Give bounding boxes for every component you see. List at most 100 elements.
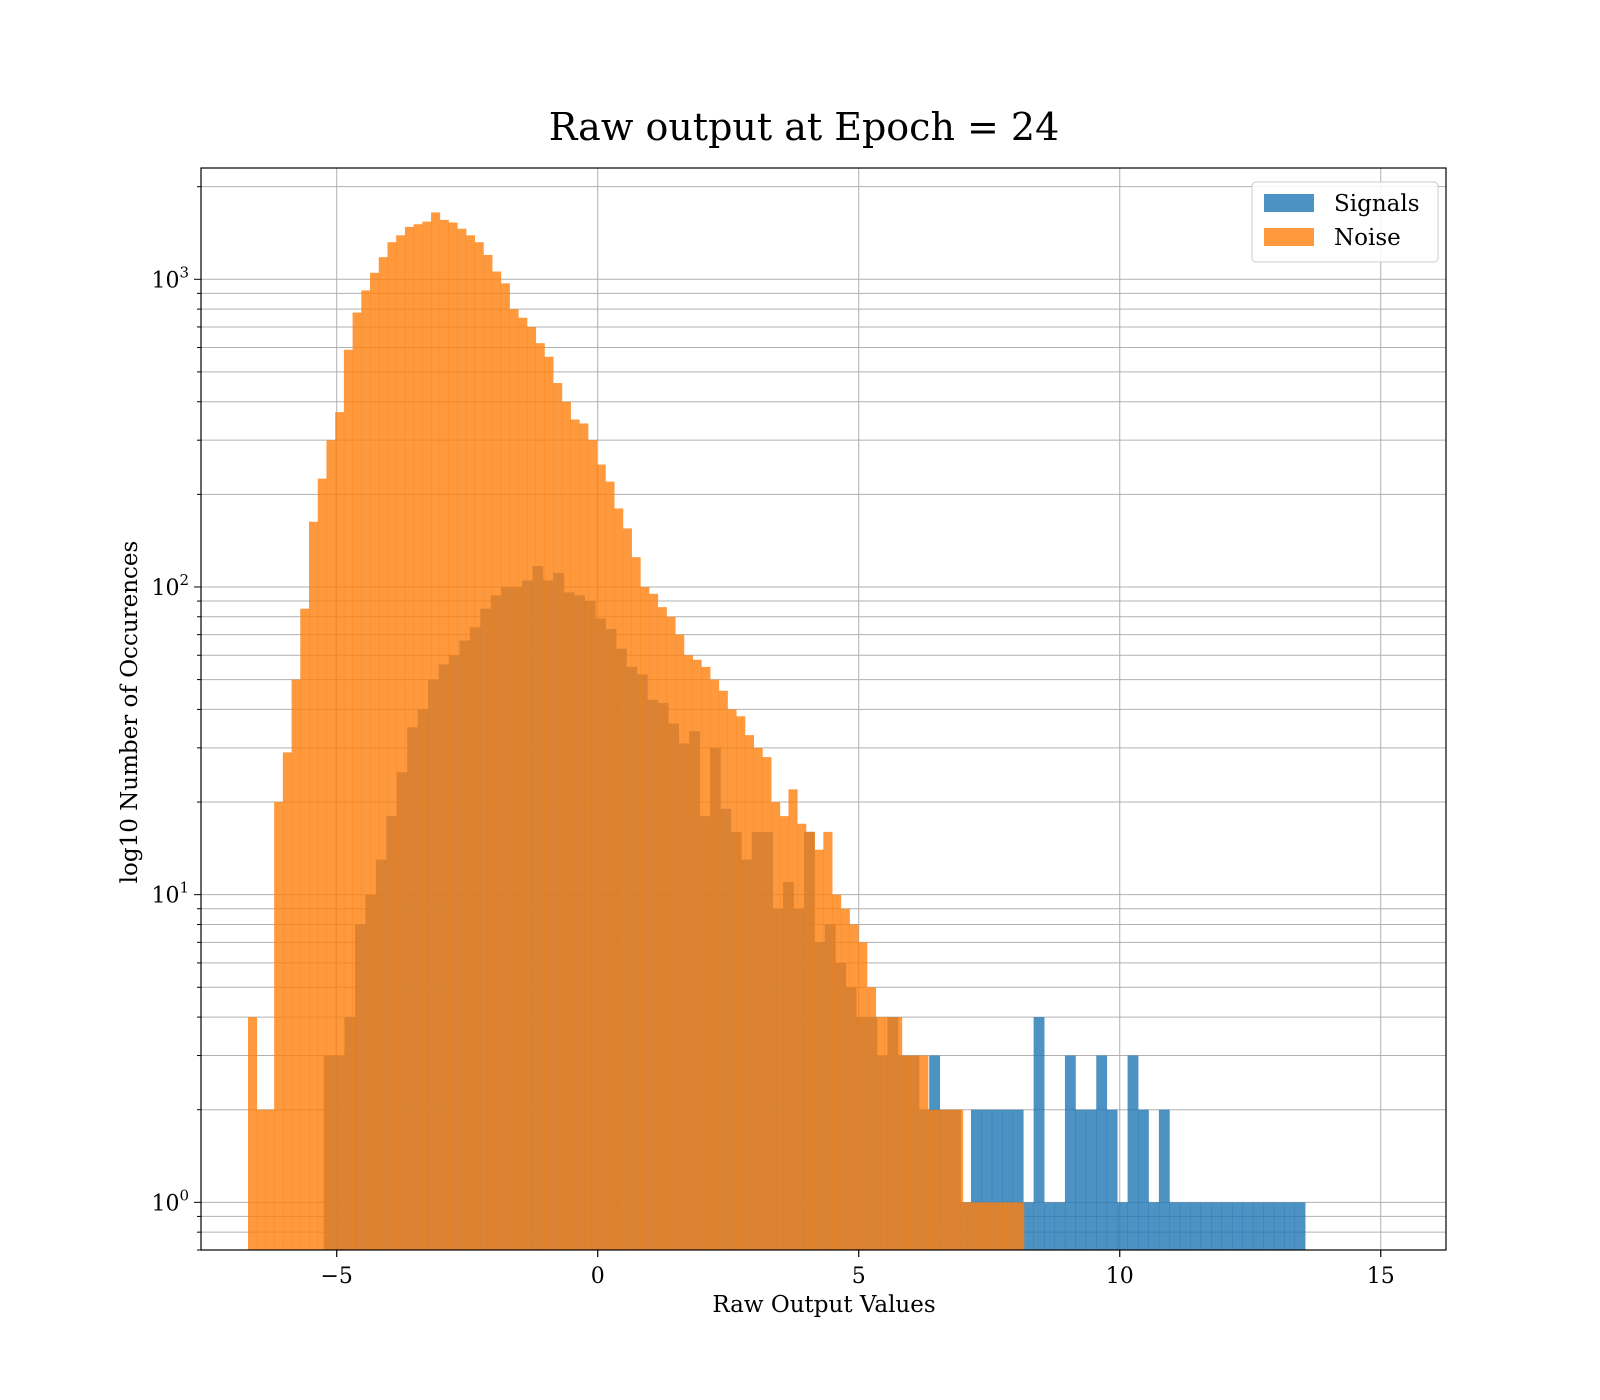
bar-noise (605, 481, 615, 1250)
bar-noise (614, 508, 624, 1250)
bar-noise (727, 709, 737, 1250)
bar-signals (1242, 1202, 1254, 1250)
bar-noise (762, 757, 772, 1250)
bar-signals (1284, 1202, 1296, 1250)
bar-noise (483, 254, 493, 1250)
bar-noise (710, 679, 720, 1250)
bar-noise (596, 464, 606, 1250)
bar-noise (413, 224, 423, 1250)
bar-noise (579, 423, 589, 1250)
bar-noise (631, 557, 641, 1250)
bar-noise (587, 440, 598, 1250)
bar-noise (361, 290, 371, 1250)
bar-noise (692, 659, 702, 1250)
bar-noise (492, 271, 502, 1250)
bar-signals (970, 1109, 982, 1250)
y-tick-label: 102 (151, 571, 189, 601)
bar-noise (553, 383, 563, 1250)
legend-swatch-signals (1264, 194, 1314, 212)
bar-noise (509, 309, 519, 1250)
bar-noise (335, 412, 345, 1251)
bar-noise (901, 1055, 911, 1250)
x-tick-label: 10 (1106, 1264, 1134, 1289)
legend-label-noise: Noise (1334, 225, 1401, 251)
bar-noise (893, 1017, 903, 1250)
bar-noise (936, 1109, 946, 1250)
bar-noise (771, 802, 781, 1250)
legend: Signals Noise (1251, 181, 1439, 263)
bar-noise (326, 440, 336, 1250)
bar-noise (1015, 1202, 1025, 1250)
bar-noise (465, 235, 476, 1251)
bar-signals (1064, 1055, 1076, 1250)
x-tick-label: −5 (321, 1264, 353, 1289)
bar-signals (1106, 1109, 1118, 1250)
bar-noise (343, 349, 353, 1250)
bar-noise (945, 1109, 955, 1250)
bar-noise (858, 942, 868, 1250)
bar-noise (291, 679, 301, 1250)
bar-noise (683, 655, 693, 1250)
bar-noise (927, 1109, 938, 1250)
bar-noise (779, 816, 789, 1250)
bar-noise (282, 752, 292, 1250)
x-tick-label: 0 (591, 1264, 605, 1289)
bar-noise (954, 1109, 964, 1250)
bar-signals (1127, 1055, 1139, 1250)
bar-signals (1158, 1109, 1170, 1250)
bar-signals (1294, 1202, 1306, 1250)
bar-signals (1054, 1202, 1066, 1250)
bar-noise (805, 831, 816, 1250)
bar-noise (274, 802, 284, 1250)
bar-noise (962, 1202, 972, 1250)
bar-signals (1138, 1109, 1149, 1250)
bar-signals (1179, 1202, 1191, 1250)
bar-signals (1252, 1202, 1264, 1250)
bar-noise (753, 747, 763, 1250)
bar-signals (1231, 1202, 1243, 1250)
bar-noise (352, 312, 362, 1250)
bar-noise (404, 226, 415, 1251)
bar-noise (526, 326, 537, 1250)
bar-noise (544, 356, 554, 1250)
bar-noise (666, 616, 676, 1250)
y-tick-label: 103 (151, 263, 189, 293)
bar-signals (1190, 1202, 1202, 1250)
bar-signals (1002, 1109, 1014, 1250)
bar-signals (1085, 1109, 1097, 1250)
bar-noise (849, 924, 859, 1250)
bar-noise (317, 478, 327, 1250)
chart-title: Raw output at Epoch = 24 (549, 105, 1060, 149)
bar-noise (570, 419, 580, 1250)
bar-noise (988, 1202, 999, 1250)
bar-noise (622, 528, 632, 1250)
histogram-bars (247, 212, 1306, 1251)
bar-noise (518, 317, 528, 1250)
bar-noise (718, 690, 728, 1250)
bar-signals (1012, 1109, 1024, 1250)
bar-noise (561, 401, 571, 1250)
bar-noise (919, 1055, 929, 1250)
bar-noise (736, 716, 746, 1250)
bar-signals (1044, 1202, 1055, 1250)
bar-noise (448, 222, 458, 1251)
bar-noise (378, 257, 388, 1250)
bar-noise (744, 735, 755, 1250)
bar-noise (701, 666, 711, 1250)
bar-signals (991, 1109, 1003, 1250)
bar-signals (1023, 1202, 1035, 1250)
bar-noise (300, 608, 310, 1250)
y-tick-label: 100 (151, 1186, 189, 1216)
bar-signals (1211, 1202, 1222, 1250)
bar-noise (657, 607, 667, 1250)
bar-signals (1200, 1202, 1212, 1250)
bar-noise (640, 586, 650, 1250)
bar-noise (387, 242, 397, 1250)
bar-noise (875, 1017, 885, 1250)
bar-noise (247, 1017, 258, 1250)
bar-noise (840, 908, 850, 1250)
bar-noise (457, 228, 467, 1250)
bar-signals (1263, 1202, 1275, 1250)
